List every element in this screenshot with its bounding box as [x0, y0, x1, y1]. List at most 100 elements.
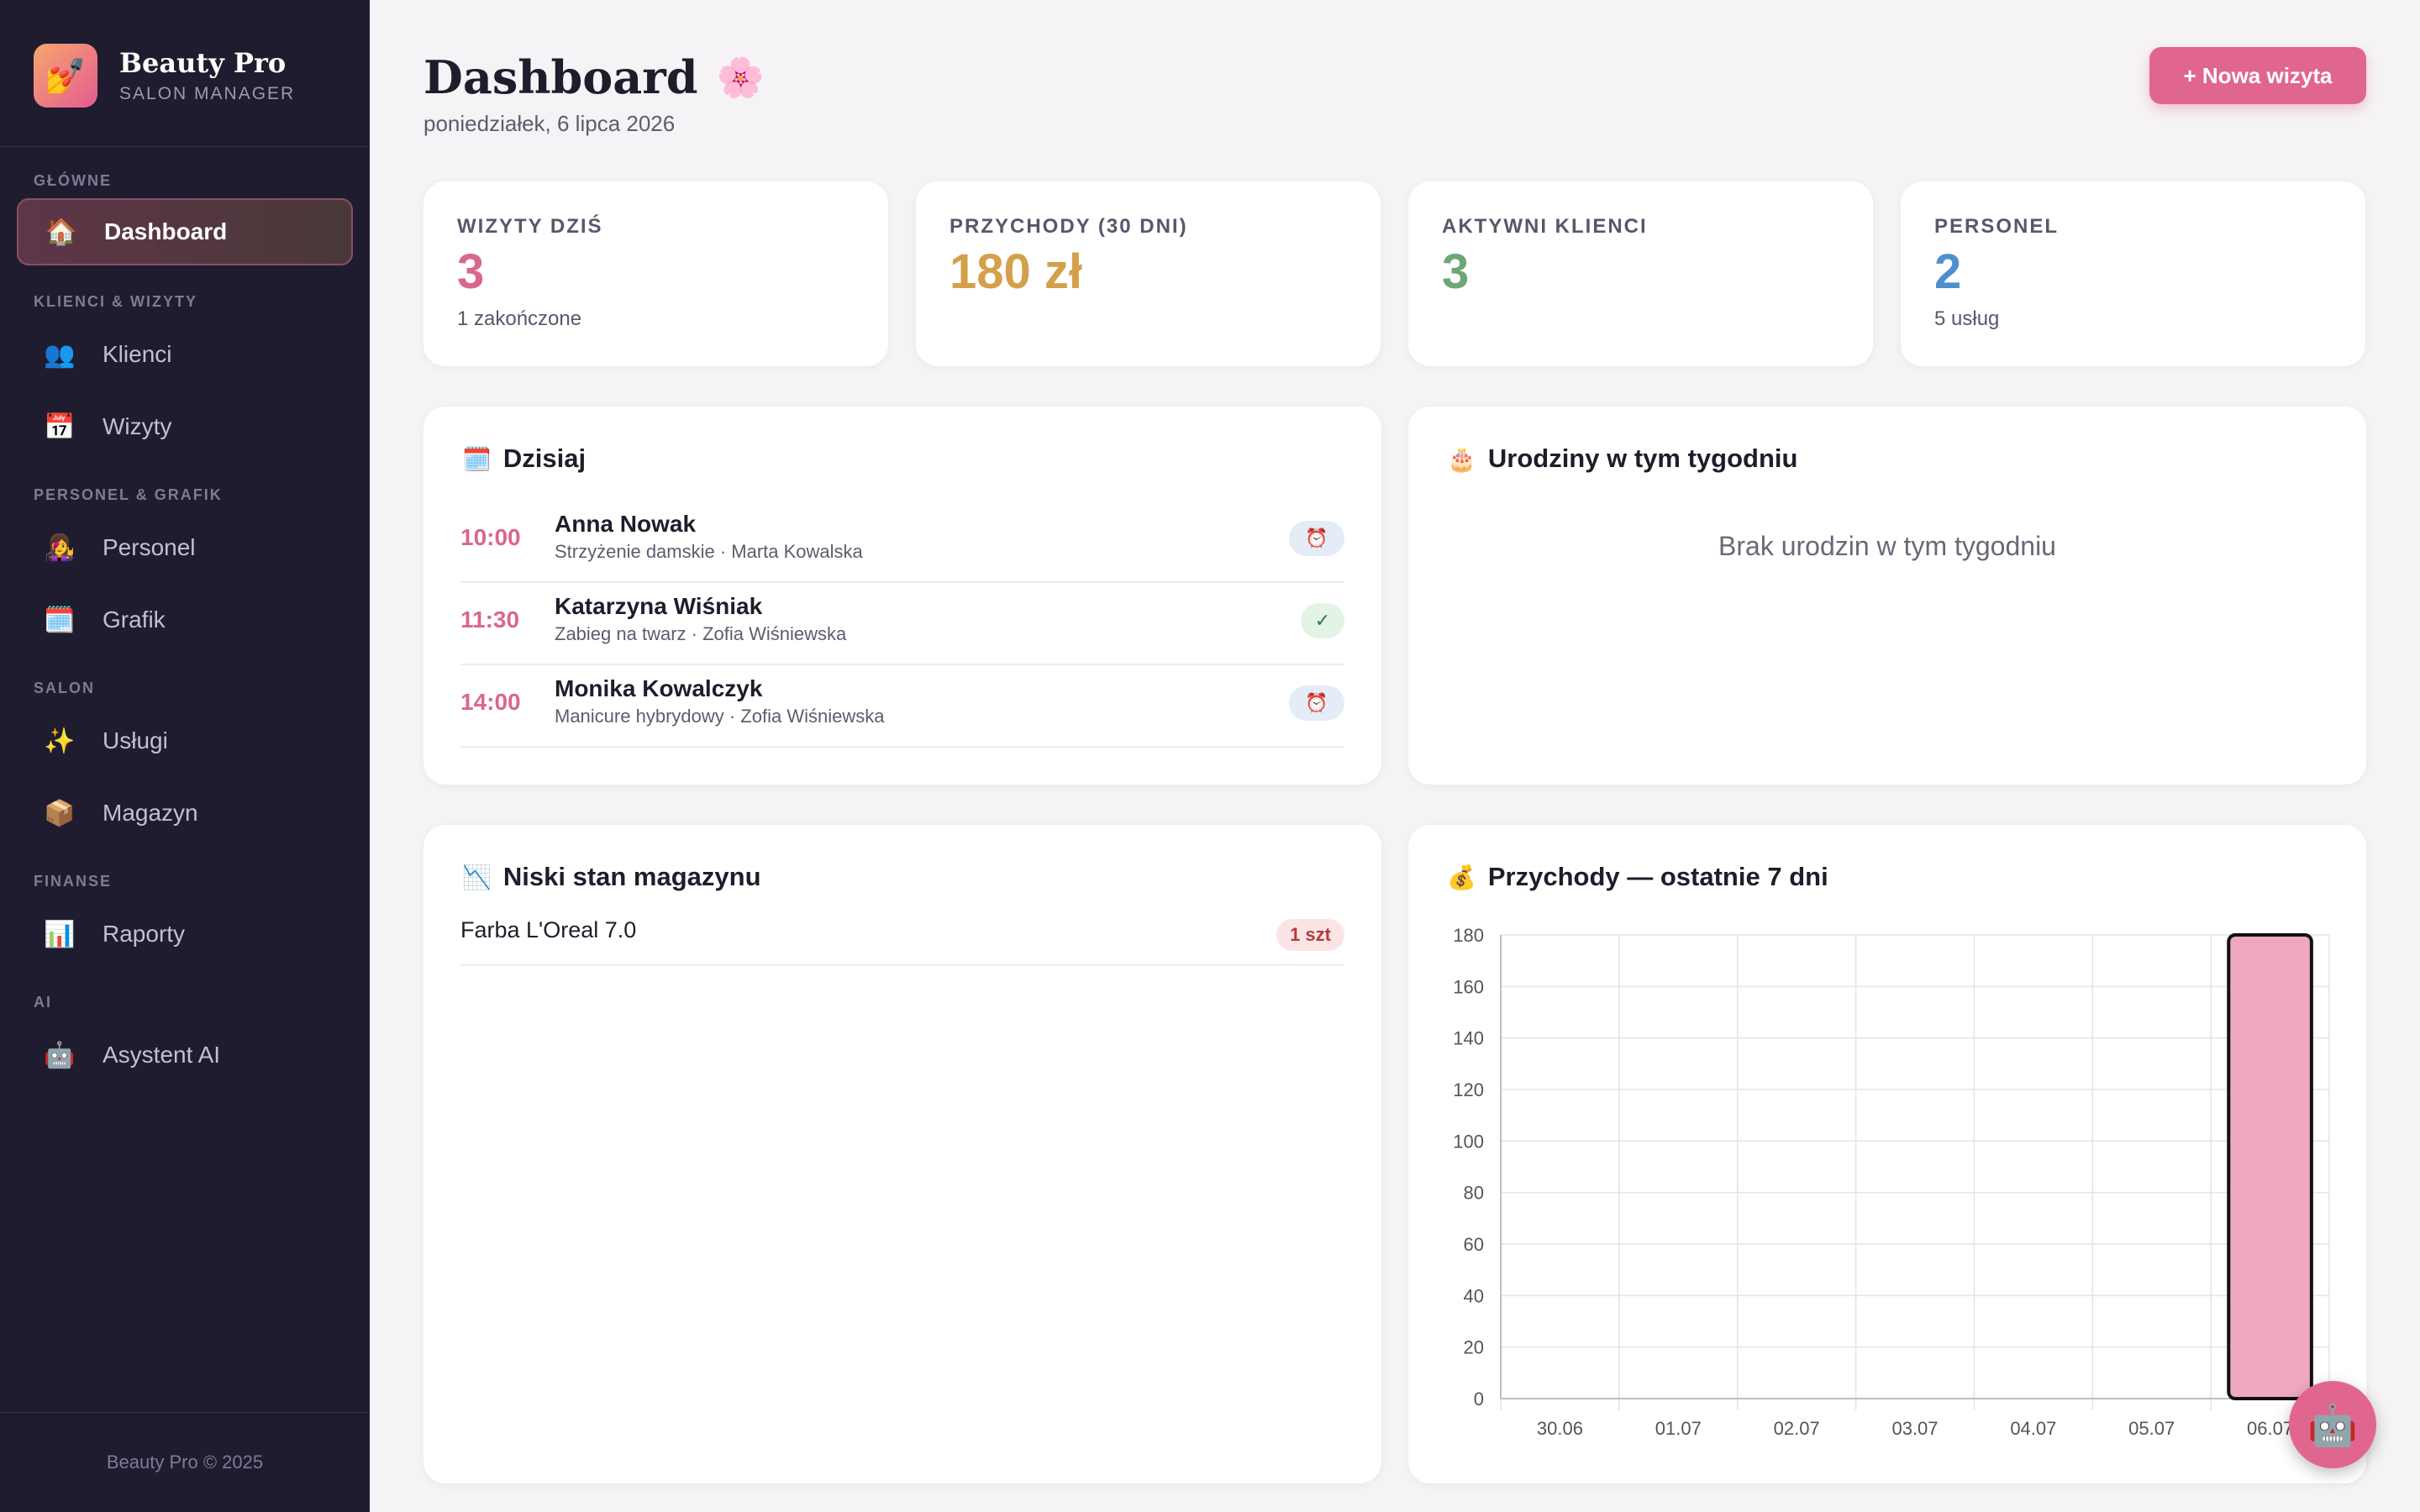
today-panel: 🗓️ Dzisiaj 10:00 Anna Nowak Strzyżenie d… — [424, 407, 1381, 785]
brand[interactable]: 💅 Beauty Pro SALON MANAGER — [34, 43, 295, 108]
appointment-time: 14:00 — [460, 689, 521, 715]
stat-sub: 1 zakończone — [457, 307, 582, 330]
section-label-main: GŁÓWNE — [34, 172, 112, 189]
birthdays-panel: 🎂 Urodziny w tym tygodniu Brak urodzin w… — [1408, 407, 2366, 785]
alarm-clock-icon: ⏰ — [1289, 521, 1344, 556]
sidebar-item-reports[interactable]: 📊 Raporty — [17, 900, 353, 968]
y-tick-label: 0 — [1474, 1389, 1484, 1410]
stat-value: 180 zł — [950, 244, 1082, 299]
people-icon: 👥 — [44, 340, 76, 369]
ai-assistant-fab[interactable]: 🤖 — [2289, 1381, 2376, 1468]
stat-label: PRZYCHODY (30 DNI) — [950, 215, 1188, 238]
appointment-details: Strzyżenie damskie · Marta Kowalska — [555, 541, 863, 562]
empty-message: Brak urodzin w tym tygodniu — [1718, 531, 2056, 561]
y-tick-label: 60 — [1464, 1234, 1484, 1255]
revenue-panel: 💰 Przychody — ostatnie 7 dni 0 20 40 60 80 10… — [1408, 825, 2366, 1483]
y-tick-label: 20 — [1464, 1337, 1484, 1358]
page-date: poniedziałek, 6 lipca 2026 — [424, 111, 676, 136]
revenue-chart: 0 20 40 60 80 100 120 140 160 180 30.06 01.07 02.07 0… — [1453, 925, 2330, 1439]
house-icon: 🏠 — [45, 218, 77, 246]
sidebar-item-dashboard[interactable]: 🏠 Dashboard — [17, 198, 353, 265]
robot-icon: 🤖 — [2307, 1403, 2358, 1448]
panel-title-text: Niski stan magazynu — [502, 862, 761, 891]
new-visit-button[interactable]: + Nowa wizyta — [2149, 47, 2366, 104]
money-bag-icon: 💰 — [1447, 864, 1476, 890]
page-title-text: Dashboard — [424, 50, 698, 104]
sidebar-item-label: Raporty — [103, 921, 186, 947]
section-label-finance: FINANSE — [34, 873, 113, 890]
stat-label: PERSONEL — [1934, 215, 2060, 238]
brand-subtitle: SALON MANAGER — [119, 84, 296, 103]
stat-label: WIZYTY DZIŚ — [457, 215, 603, 238]
sidebar-item-warehouse[interactable]: 📦 Magazyn — [17, 780, 353, 847]
stat-card-revenue: PRZYCHODY (30 DNI) 180 zł — [916, 181, 1381, 366]
stock-item-name: Farba L'Oreal 7.0 — [460, 917, 637, 942]
section-label-staff: PERSONEL & GRAFIK — [34, 486, 223, 503]
stat-label: AKTYWNI KLIENCI — [1442, 215, 1648, 238]
calendar-icon: 📅 — [44, 412, 76, 441]
appointment-row[interactable]: 14:00 Monika Kowalczyk Manicure hybrydow… — [460, 664, 1344, 748]
x-tick-label: 06.07 — [2247, 1418, 2293, 1439]
calendar-icon: 🗓️ — [462, 445, 492, 472]
y-tick-label: 40 — [1464, 1285, 1484, 1306]
panel-title: 🎂 Urodziny w tym tygodniu — [1447, 444, 1797, 474]
appointment-details: Zabieg na twarz · Zofia Wiśniewska — [555, 623, 847, 644]
brand-name: Beauty Pro — [119, 47, 287, 79]
sidebar-item-label: Wizyty — [103, 413, 172, 439]
check-icon: ✓ — [1301, 603, 1344, 638]
panel-title-text: Przychody — ostatnie 7 dni — [1487, 862, 1828, 891]
flower-icon: 🌸 — [716, 54, 765, 100]
appointment-time: 10:00 — [460, 524, 521, 550]
panel-title: 📉 Niski stan magazynu — [462, 862, 761, 892]
sidebar-item-staff[interactable]: 👩‍🎤 Personel — [17, 514, 353, 581]
stat-value: 3 — [457, 244, 485, 299]
person-icon: 👩‍🎤 — [44, 533, 76, 562]
sidebar-item-schedule[interactable]: 🗓️ Grafik — [17, 586, 353, 654]
sidebar-item-label: Grafik — [103, 606, 166, 633]
x-tick-label: 01.07 — [1655, 1418, 1702, 1439]
panel-title: 🗓️ Dzisiaj — [462, 444, 586, 474]
stock-item[interactable]: Farba L'Oreal 7.0 1 szt — [460, 902, 1344, 966]
stat-card-visits-today: WIZYTY DZIŚ 3 1 zakończone — [424, 181, 888, 366]
box-icon: 📦 — [44, 799, 76, 827]
sidebar-item-visits[interactable]: 📅 Wizyty — [17, 393, 353, 460]
appointment-row[interactable]: 11:30 Katarzyna Wiśniak Zabieg na twarz … — [460, 581, 1344, 665]
stat-card-staff: PERSONEL 2 5 usług — [1901, 181, 2365, 366]
appointment-details: Manicure hybrydowy · Zofia Wiśniewska — [555, 706, 885, 727]
cake-icon: 🎂 — [1447, 445, 1476, 472]
x-tick-label: 30.06 — [1537, 1418, 1583, 1439]
stat-value: 3 — [1442, 244, 1470, 299]
stat-sub: 5 usług — [1934, 307, 2000, 330]
x-tick-label: 03.07 — [1891, 1418, 1938, 1439]
alarm-clock-icon: ⏰ — [1289, 685, 1344, 721]
x-tick-label: 05.07 — [2128, 1418, 2175, 1439]
stat-card-active-clients: AKTYWNI KLIENCI 3 — [1408, 181, 1873, 366]
y-tick-label: 120 — [1453, 1079, 1484, 1100]
panel-title-text: Dzisiaj — [502, 444, 587, 473]
sidebar-item-label: Klienci — [103, 341, 172, 367]
panel-title: 💰 Przychody — ostatnie 7 dni — [1447, 862, 1828, 892]
y-tick-label: 140 — [1453, 1028, 1484, 1049]
sidebar-item-label: Personel — [103, 534, 196, 560]
sidebar-footer: Beauty Pro © 2025 — [0, 1412, 370, 1512]
x-tick-label: 04.07 — [2010, 1418, 2056, 1439]
stat-value: 2 — [1934, 244, 1962, 299]
x-tick-label: 02.07 — [1774, 1418, 1820, 1439]
appointment-row[interactable]: 10:00 Anna Nowak Strzyżenie damskie · Ma… — [460, 499, 1344, 583]
page-title: Dashboard 🌸 — [424, 50, 765, 104]
sidebar-item-services[interactable]: ✨ Usługi — [17, 707, 353, 774]
sidebar-item-label: Magazyn — [103, 800, 198, 826]
chart-down-icon: 📉 — [462, 864, 492, 890]
sidebar-item-label: Asystent AI — [103, 1042, 221, 1068]
sidebar-item-clients[interactable]: 👥 Klienci — [17, 321, 353, 388]
section-label-salon: SALON — [34, 680, 95, 696]
section-label-ai: AI — [34, 994, 52, 1011]
sparkles-icon: ✨ — [44, 727, 76, 755]
low-stock-panel: 📉 Niski stan magazynu Farba L'Oreal 7.0 … — [424, 825, 1381, 1483]
robot-icon: 🤖 — [44, 1041, 76, 1069]
y-tick-label: 180 — [1453, 925, 1484, 946]
sidebar-item-assistant[interactable]: 🤖 Asystent AI — [17, 1021, 353, 1089]
appointment-client: Monika Kowalczyk — [555, 675, 763, 701]
stock-quantity-badge: 1 szt — [1276, 919, 1344, 951]
divider — [0, 146, 370, 147]
